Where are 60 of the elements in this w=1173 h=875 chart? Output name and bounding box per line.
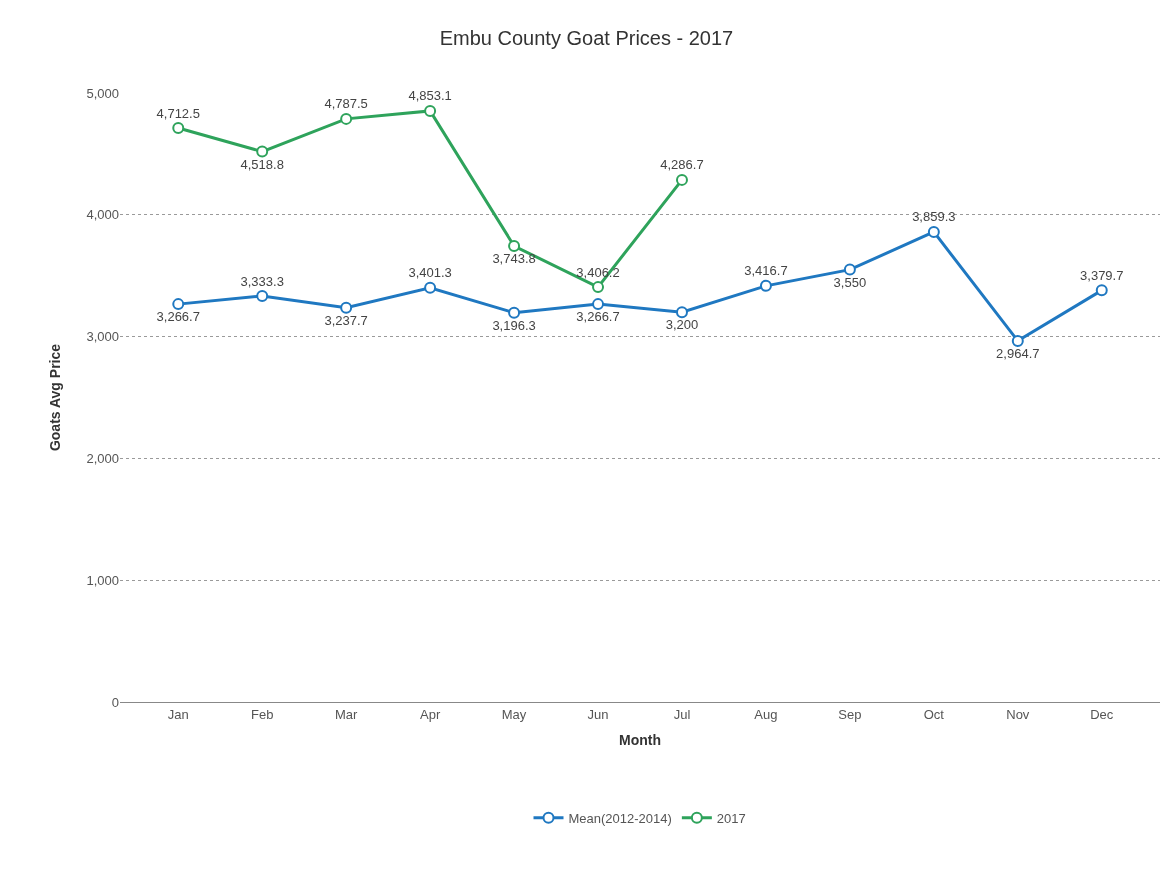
point [340,301,353,314]
x-tick-label: Aug [754,706,778,722]
x-tick-label: Jun [587,706,609,722]
point [172,298,185,311]
data-label: 3,401.3 [408,265,452,281]
legend-label: Mean(2012-2014) [568,810,672,826]
point [592,281,605,294]
y-tick-label: 0 [111,694,119,710]
data-label: 4,286.7 [660,157,704,173]
point [592,298,605,311]
y-tick-label: 1,000 [86,572,119,588]
legend-label: 2017 [716,810,746,826]
point [256,145,269,158]
data-label: 3,237.7 [324,312,368,328]
y-tick-label: 4,000 [86,207,119,223]
point [843,263,856,276]
y-tick-label: 2,000 [86,450,119,466]
point [508,240,521,253]
x-tick-label: Feb [251,706,274,722]
point [424,104,437,117]
point [675,173,688,186]
data-label: 3,379.7 [1080,267,1124,283]
point [1011,334,1024,347]
point [759,279,772,292]
point [508,306,521,319]
point [424,281,437,294]
data-label: 4,518.8 [240,156,284,172]
x-tick-label: Apr [419,706,441,722]
point [927,225,940,238]
point [256,290,269,302]
y-axis-title: Goats Avg Price [47,343,64,452]
x-tick-label: Sep [838,706,862,722]
x-tick-label: Jul [673,706,691,722]
point [172,122,185,135]
point [675,306,688,319]
data-label: 3,266.7 [576,309,620,325]
y-tick-label: 3,000 [86,329,119,345]
data-label: 3,416.7 [744,263,788,279]
y-tick-label: 5,000 [86,85,119,101]
data-label: 3,333.3 [240,273,284,289]
data-label: 3,743.8 [492,251,536,267]
data-label: 4,712.5 [156,105,200,121]
data-label: 2,964.7 [996,345,1040,361]
x-tick-label: Jan [167,706,189,722]
x-tick-label: May [501,706,527,722]
data-label: 3,196.3 [492,317,536,333]
chart-title: Embu County Goat Prices - 2017 [439,27,734,49]
x-tick-label: Nov [1006,706,1030,722]
data-label: 3,550 [833,274,867,290]
point [340,112,353,125]
x-tick-label: Oct [923,706,945,722]
data-label: 3,266.7 [156,309,200,325]
x-axis-title: Month [619,731,661,748]
x-tick-label: Dec [1090,706,1114,722]
data-label: 3,200 [665,317,699,333]
data-label: 3,859.3 [912,209,956,225]
point [1095,284,1108,297]
data-label: 4,853.1 [408,88,452,104]
data-label: 4,787.5 [324,96,368,112]
x-tick-label: Mar [334,706,359,722]
